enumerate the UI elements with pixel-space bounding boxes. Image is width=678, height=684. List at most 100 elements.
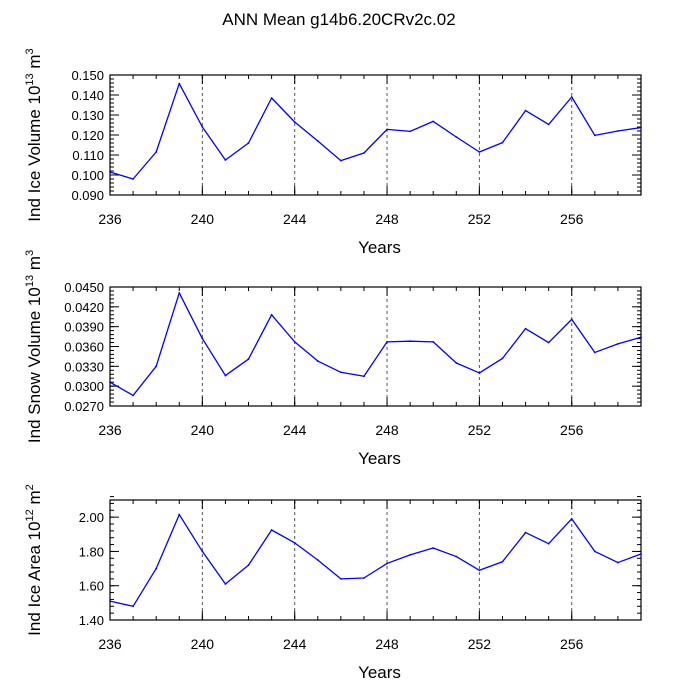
y-axis-label-part: 13 <box>24 275 36 287</box>
data-point <box>617 342 619 345</box>
data-point <box>201 337 204 340</box>
y-axis-label-part: Ind Snow Volume <box>25 306 44 443</box>
x-tick-label: 252 <box>468 211 492 227</box>
data-point <box>132 178 134 180</box>
data-point <box>132 394 134 397</box>
data-point <box>409 553 412 556</box>
data-point <box>593 351 596 354</box>
data-point <box>455 362 458 364</box>
data-point <box>386 340 388 343</box>
x-tick-label: 248 <box>375 422 399 438</box>
data-point <box>478 151 481 153</box>
x-tick-label: 248 <box>375 211 399 227</box>
data-point <box>501 560 504 563</box>
y-tick-label: 1.60 <box>79 579 104 594</box>
y-axis-label-part: 3 <box>24 48 36 54</box>
x-tick-label: 240 <box>191 422 215 438</box>
y-tick-label: 0.0420 <box>64 300 104 315</box>
data-point <box>316 140 319 142</box>
series-line-1 <box>109 82 642 180</box>
data-point <box>155 151 158 153</box>
data-point <box>201 126 204 128</box>
y-tick-label: 0.140 <box>71 88 104 103</box>
data-point <box>547 341 550 344</box>
y-axis-label-part: 10 <box>25 86 44 105</box>
data-point <box>617 130 619 132</box>
data-point <box>524 327 527 330</box>
y-tick-label: 0.150 <box>71 68 104 83</box>
data-point <box>270 313 273 316</box>
data-point <box>155 365 158 368</box>
x-tick-label: 244 <box>283 211 307 227</box>
x-tick-label: 236 <box>98 422 122 438</box>
data-point <box>316 360 319 362</box>
y-axis-label-part: m <box>25 256 44 275</box>
data-point <box>617 561 619 564</box>
data-point <box>386 128 388 131</box>
data-point <box>593 550 596 553</box>
data-point <box>155 567 158 570</box>
x-axis-label: Years <box>358 238 401 257</box>
data-point <box>455 136 458 138</box>
y-axis-label-part: m <box>25 490 44 509</box>
data-point <box>363 375 365 378</box>
y-axis-label: Ind Ice Area 1012 m2 <box>24 484 44 636</box>
x-tick-label: 236 <box>98 211 122 227</box>
data-point <box>501 357 504 360</box>
series-line-3 <box>109 513 642 607</box>
data-point <box>339 371 342 374</box>
data-point <box>178 292 181 294</box>
y-axis-label-part: Ind Ice Area <box>25 540 44 635</box>
plot-frame <box>109 499 642 621</box>
x-tick-label: 252 <box>468 422 492 438</box>
x-tick-label: 256 <box>560 422 584 438</box>
data-point <box>455 555 458 558</box>
data-point <box>640 126 642 129</box>
x-tick-label: 256 <box>560 211 584 227</box>
y-tick-label: 0.0300 <box>64 379 104 394</box>
data-point <box>478 569 481 572</box>
data-point <box>409 130 412 133</box>
data-point <box>570 517 573 520</box>
data-point <box>524 109 527 112</box>
x-tick-label: 256 <box>560 636 584 652</box>
x-tick-label: 252 <box>468 636 492 652</box>
data-point <box>570 96 573 98</box>
x-tick-label: 248 <box>375 636 399 652</box>
data-point <box>524 531 527 534</box>
data-point <box>109 381 111 384</box>
y-tick-label: 0.120 <box>71 128 104 143</box>
data-point <box>293 541 296 544</box>
y-tick-label: 0.0450 <box>64 280 104 295</box>
y-tick-label: 2.00 <box>79 510 104 525</box>
y-tick-label: 0.100 <box>71 168 104 183</box>
chart-panel-2: 236 240 244 248 252 256 0.0270 0.0300 0.0330 0.03… <box>24 250 642 468</box>
chart-panel-1: 236 240 244 248 252 256 0.090 0.100 0.110 0.120 0.… <box>24 48 642 257</box>
x-tick-label: 244 <box>283 636 307 652</box>
data-point <box>547 123 550 126</box>
y-axis-label-part: 10 <box>25 287 44 306</box>
plot-frame <box>109 74 642 196</box>
y-tick-label: 0.130 <box>71 108 104 123</box>
data-point <box>247 564 250 567</box>
y-tick-label: 0.110 <box>72 148 104 163</box>
data-point <box>640 336 642 339</box>
data-point <box>178 513 181 516</box>
data-point <box>178 82 181 85</box>
data-point <box>247 358 250 360</box>
y-axis-label: Ind Ice Volume 1013 m3 <box>24 48 44 221</box>
data-point <box>432 340 435 343</box>
y-tick-label: 1.80 <box>79 544 104 559</box>
data-point <box>247 142 250 144</box>
data-point <box>547 542 550 545</box>
plot-frame <box>109 286 642 407</box>
data-point <box>224 374 227 377</box>
data-point <box>293 121 296 123</box>
y-tick-label: 0.0270 <box>64 399 104 414</box>
x-axis-label: Years <box>358 663 401 679</box>
data-point <box>270 529 273 531</box>
x-tick-label: 236 <box>98 636 122 652</box>
data-point <box>132 605 134 608</box>
